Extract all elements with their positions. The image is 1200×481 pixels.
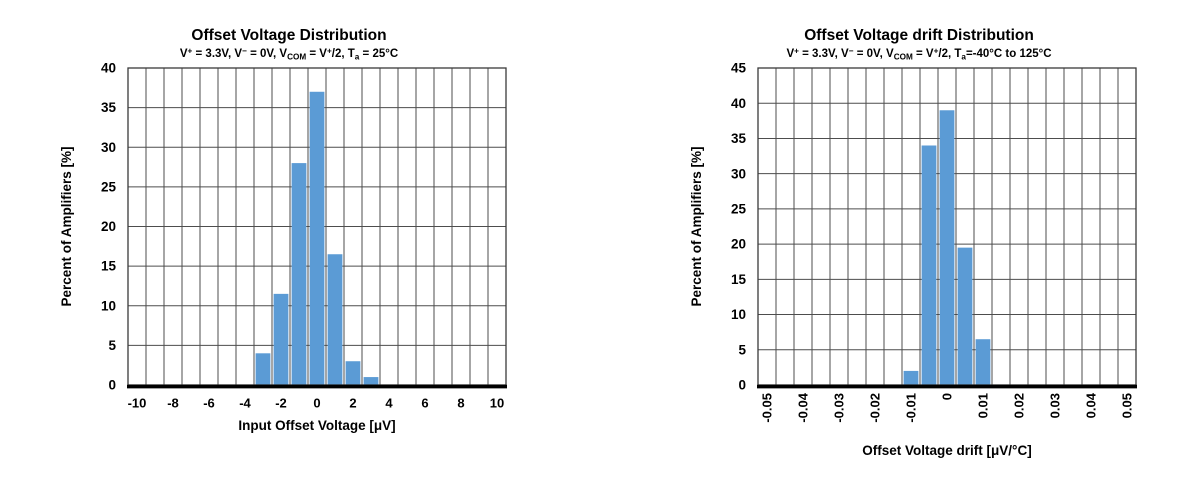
- x-tick-label: 0: [313, 396, 320, 411]
- x-tick-label: -8: [167, 396, 179, 411]
- histogram-bar: [939, 110, 955, 386]
- x-tick-label: -6: [203, 396, 215, 411]
- y-tick-label: 0: [108, 378, 116, 393]
- chart-subtitle: V+ = 3.3V, V− = 0V, VCOM = V+/2, Ta=-40°…: [786, 47, 1051, 62]
- y-tick-label: 45: [731, 61, 747, 76]
- y-tick-labels: 0 5 10 15 20 25 30 35 40 45: [731, 61, 747, 393]
- histogram-bar: [273, 293, 289, 385]
- x-tick-label: -10: [128, 396, 147, 411]
- y-tick-label: 5: [108, 338, 116, 353]
- histogram-bar: [345, 361, 361, 385]
- x-tick-label: -0.05: [760, 393, 775, 423]
- y-tick-label: 10: [731, 307, 746, 322]
- x-tick-label: -0.01: [904, 393, 919, 423]
- y-axis-title: Percent of Amplifiers [%]: [59, 146, 74, 306]
- x-tick-label: -0.04: [796, 392, 811, 422]
- y-tick-label: 40: [101, 61, 116, 76]
- histogram-bar: [363, 377, 379, 385]
- x-tick-label: 0.02: [1012, 393, 1027, 418]
- y-tick-label: 25: [731, 201, 747, 216]
- x-tick-label: 8: [457, 396, 464, 411]
- x-tick-label: 0: [940, 393, 955, 400]
- x-tick-label: 4: [385, 396, 393, 411]
- y-tick-labels: 0 5 10 15 20 25 30 35 40: [101, 61, 117, 393]
- chart-offset-voltage-drift-distribution: 0 5 10 15 20 25 30 35 40 45 -0.05 -0.04 -0.03 -0.02 -0…: [600, 0, 1200, 476]
- y-tick-label: 5: [738, 342, 746, 357]
- histogram-bar: [921, 145, 937, 385]
- x-tick-label: 0.03: [1048, 393, 1063, 418]
- histogram-bar: [255, 353, 271, 385]
- y-tick-label: 20: [731, 237, 746, 252]
- y-axis-title: Percent of Amplifiers [%]: [689, 146, 704, 306]
- offset-voltage-distribution-svg: 0 5 10 15 20 25 30 35 40 -10 -8 -6 -4 -2 0 2 4 6 8 10 Percen…: [59, 27, 507, 433]
- histogram-bar: [975, 339, 991, 385]
- x-tick-label: -4: [239, 396, 251, 411]
- histogram-bar: [291, 163, 307, 385]
- histogram-bar: [309, 91, 325, 386]
- histogram-bars: [903, 110, 991, 386]
- x-tick-labels: -10 -8 -6 -4 -2 0 2 4 6 8 10: [128, 396, 505, 411]
- x-tick-label: 10: [490, 396, 504, 411]
- y-tick-label: 40: [731, 96, 746, 111]
- y-tick-label: 25: [101, 179, 117, 194]
- histogram-bars: [255, 91, 379, 386]
- y-tick-label: 30: [101, 140, 116, 155]
- chart-offset-voltage-distribution: 0 5 10 15 20 25 30 35 40 -10 -8 -6 -4 -2 0 2 4 6 8 10 Percen…: [0, 0, 600, 476]
- x-tick-label: -0.02: [868, 393, 883, 423]
- x-tick-label: 2: [349, 396, 356, 411]
- y-tick-label: 0: [738, 378, 746, 393]
- y-tick-label: 20: [101, 219, 116, 234]
- x-tick-label: 6: [421, 396, 428, 411]
- histogram-bar: [327, 254, 343, 385]
- chart-title: Offset Voltage Distribution: [191, 27, 386, 44]
- x-tick-label: 0.01: [976, 393, 991, 418]
- chart-subtitle: V+ = 3.3V, V− = 0V, VCOM = V+/2, Ta = 25…: [180, 47, 398, 62]
- y-tick-label: 10: [101, 298, 116, 313]
- x-axis-title: Input Offset Voltage [μV]: [238, 418, 395, 433]
- y-tick-label: 35: [731, 131, 747, 146]
- x-tick-labels: -0.05 -0.04 -0.03 -0.02 -0.01 0 0.01 0.02 0.03 0.…: [760, 392, 1135, 422]
- x-tick-label: -0.03: [832, 393, 847, 423]
- histogram-bar: [903, 370, 919, 385]
- histogram-bar: [957, 247, 973, 385]
- chart-title: Offset Voltage drift Distribution: [804, 27, 1034, 44]
- y-tick-label: 30: [731, 166, 746, 181]
- y-tick-label: 15: [101, 259, 117, 274]
- x-axis-title: Offset Voltage drift [μV/°C]: [862, 443, 1031, 458]
- y-tick-label: 35: [101, 100, 117, 115]
- y-tick-label: 15: [731, 272, 747, 287]
- x-tick-label: 0.04: [1084, 392, 1099, 418]
- x-tick-label: 0.05: [1120, 393, 1135, 418]
- x-tick-label: -2: [275, 396, 287, 411]
